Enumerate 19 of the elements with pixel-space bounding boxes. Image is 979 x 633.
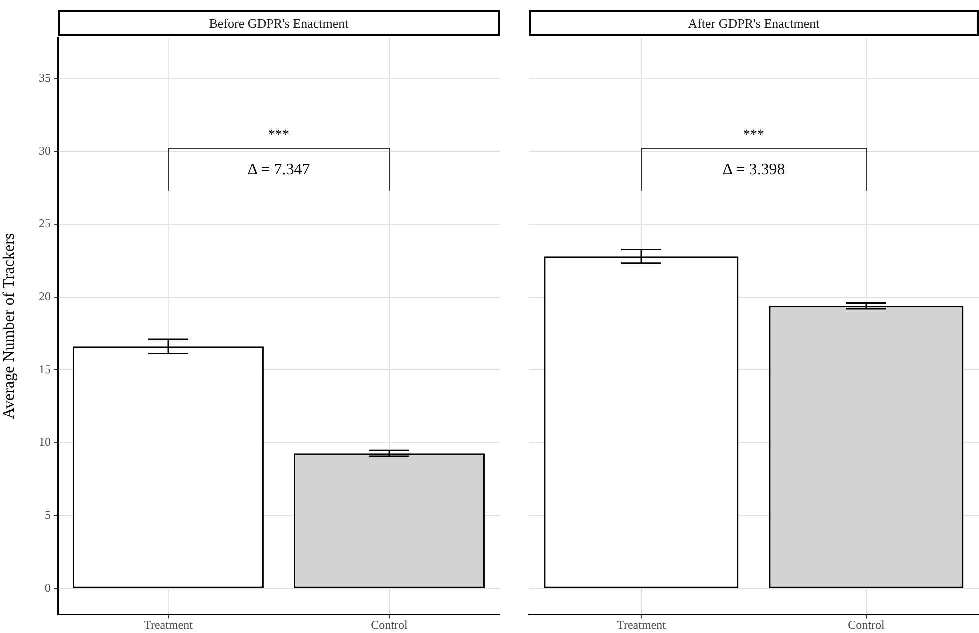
x-tick-label: Treatment bbox=[617, 618, 667, 632]
x-tick-label: Treatment bbox=[144, 618, 194, 632]
y-tick-label: 0 bbox=[45, 580, 51, 595]
annotation: Δ = 3.398 bbox=[722, 161, 786, 178]
chart-title: Before GDPR's Enactment bbox=[58, 10, 500, 36]
y-tick-label: 10 bbox=[39, 435, 51, 450]
y-tick-label: 5 bbox=[45, 508, 51, 522]
annotation: *** bbox=[744, 128, 764, 143]
annotation: *** bbox=[268, 128, 290, 143]
y-axis-title: Average Number of Trackers bbox=[0, 233, 18, 420]
y-tick-label: 15 bbox=[39, 362, 51, 376]
x-tick-label: Control bbox=[848, 618, 886, 632]
y-tick-label: 25 bbox=[39, 216, 51, 231]
y-tick-label: 30 bbox=[39, 144, 51, 158]
y-tick-label: 20 bbox=[39, 290, 51, 304]
chart-title: After GDPR's Enactment bbox=[529, 10, 979, 36]
y-tick-label: 35 bbox=[39, 70, 51, 85]
x-tick-label: Control bbox=[371, 618, 408, 632]
annotation: Δ = 7.347 bbox=[248, 161, 310, 178]
